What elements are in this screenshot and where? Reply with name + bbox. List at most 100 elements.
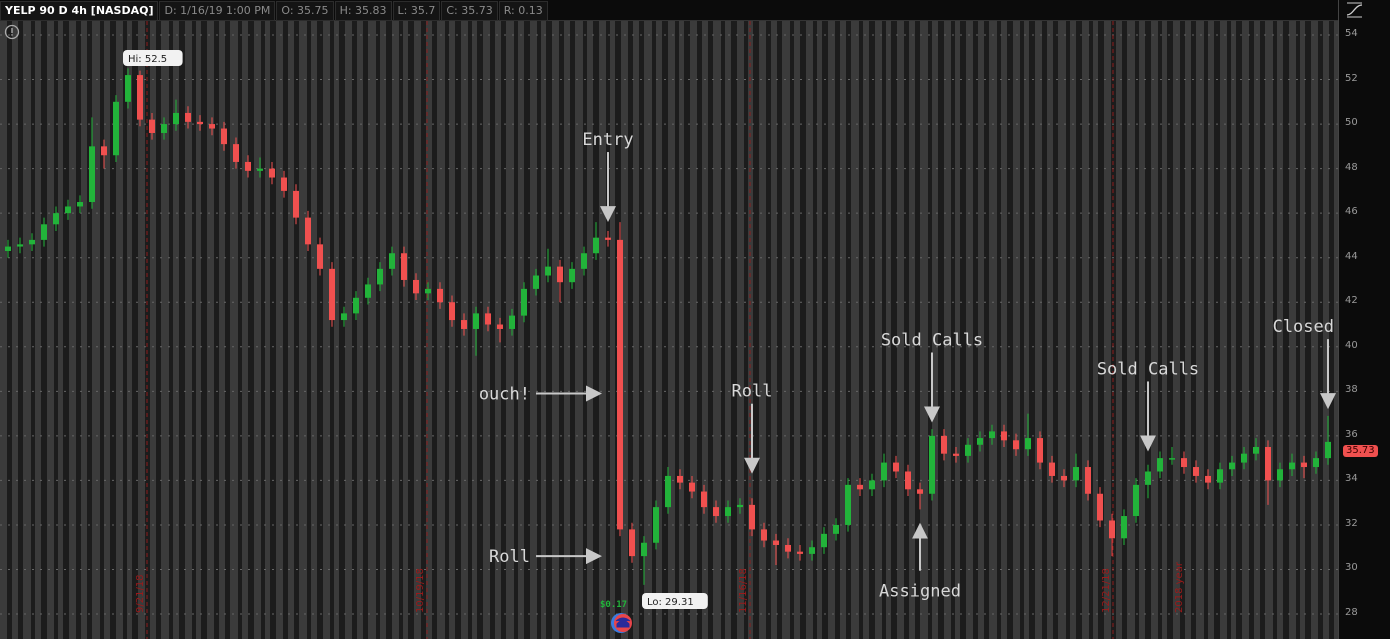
candle (149, 112, 155, 140)
candle (689, 475, 695, 499)
session-stripe (265, 21, 270, 639)
candle-body (149, 119, 155, 133)
candle (293, 184, 299, 225)
candle (821, 527, 827, 554)
candle (353, 291, 359, 321)
candle (905, 464, 911, 496)
session-stripe (725, 21, 731, 639)
session-stripe (989, 21, 997, 639)
candle (305, 210, 311, 252)
candle-body (329, 268, 335, 321)
phone-trade-icon[interactable] (611, 613, 632, 633)
candle (65, 199, 71, 220)
candle (869, 473, 875, 496)
candle-body (1049, 462, 1055, 476)
session-stripe (1139, 21, 1145, 639)
candle-body (137, 75, 143, 120)
candle-body (233, 144, 239, 162)
candle-body (65, 206, 71, 214)
session-stripe (575, 21, 583, 639)
candle (881, 453, 887, 488)
candle-body (1289, 462, 1295, 470)
session-stripe (851, 21, 859, 639)
session-stripe (668, 21, 675, 639)
y-tick-label: 40 (1345, 339, 1358, 351)
session-stripe (311, 21, 317, 639)
candle (173, 99, 179, 131)
y-tick-label: 54 (1345, 28, 1358, 39)
candle (5, 239, 11, 258)
candle-body (713, 507, 719, 517)
session-stripe (1265, 21, 1273, 639)
session-stripe (219, 21, 225, 639)
session-stripe (794, 21, 800, 639)
candle (725, 500, 731, 523)
session-stripe (1334, 21, 1338, 639)
annotation-text: Roll (732, 382, 773, 402)
session-stripe (1116, 21, 1122, 639)
candle-body (1097, 493, 1103, 521)
candle-body (641, 542, 647, 557)
candle-body (833, 524, 839, 534)
candle (1277, 462, 1283, 488)
candle-body (1145, 471, 1151, 485)
candle (461, 313, 467, 336)
session-stripe (621, 21, 628, 639)
date-label: 12/21/18 (1101, 568, 1112, 613)
candle-body (701, 491, 707, 508)
alert-icon[interactable] (4, 24, 20, 40)
candle-body (869, 480, 875, 490)
bar-open: O: 35.75 (276, 1, 334, 21)
candle-body (125, 75, 131, 102)
candle-body (509, 315, 515, 329)
session-stripe (552, 21, 559, 639)
session-stripe (966, 21, 973, 639)
candle-body (1109, 520, 1115, 539)
session-stripe (817, 21, 822, 639)
candle-body (197, 121, 203, 125)
candle (569, 262, 575, 289)
session-stripe (897, 21, 904, 639)
session-stripe (1013, 21, 1020, 639)
candle (425, 282, 431, 301)
candle-body (1181, 458, 1187, 468)
session-stripe (1311, 21, 1318, 639)
chart-style-icon[interactable] (1345, 1, 1365, 19)
candle (509, 308, 515, 336)
session-stripe (276, 21, 283, 639)
session-stripe (357, 21, 363, 639)
candle (257, 157, 263, 178)
y-tick-label: 34 (1345, 473, 1358, 485)
candle-body (89, 146, 95, 203)
session-stripe (1058, 21, 1066, 639)
y-tick-label: 30 (1345, 562, 1358, 574)
candle (17, 237, 23, 254)
annotation: Sold Calls (881, 330, 983, 423)
candle (545, 248, 551, 283)
annotations: Entry ouch! Roll Roll Sold Calls Assigned Sold… (479, 130, 1336, 602)
session-stripe (1277, 21, 1283, 639)
candle (473, 306, 479, 356)
y-tick-label: 44 (1345, 250, 1358, 262)
date-label: 11/16/18 (738, 568, 749, 613)
price-axis[interactable]: 28 30 32 34 36 38 40 42 44 46 48 50 52 54 35.73 (1338, 0, 1390, 639)
session-stripe (702, 21, 708, 639)
candle (857, 478, 863, 496)
session-stripe (610, 21, 615, 639)
candle (845, 478, 851, 532)
y-tick-label: 46 (1345, 206, 1358, 218)
candle (1061, 469, 1067, 488)
candle (389, 246, 395, 276)
session-stripe (944, 21, 951, 639)
session-stripe (1001, 21, 1007, 639)
candle (1265, 440, 1271, 505)
session-stripe (12, 21, 18, 639)
symbol-label[interactable]: YELP 90 D 4h [NASDAQ] (0, 1, 159, 21)
low-label: Lo: 29.31 (642, 593, 708, 609)
candle-body (845, 484, 851, 525)
candle (641, 536, 647, 585)
price-chart[interactable]: 9/21/18 10/19/18 11/16/18 12/21/18 2018 year… (0, 21, 1338, 639)
session-stripe (69, 21, 76, 639)
candle (533, 268, 539, 296)
candle-body (989, 431, 995, 439)
